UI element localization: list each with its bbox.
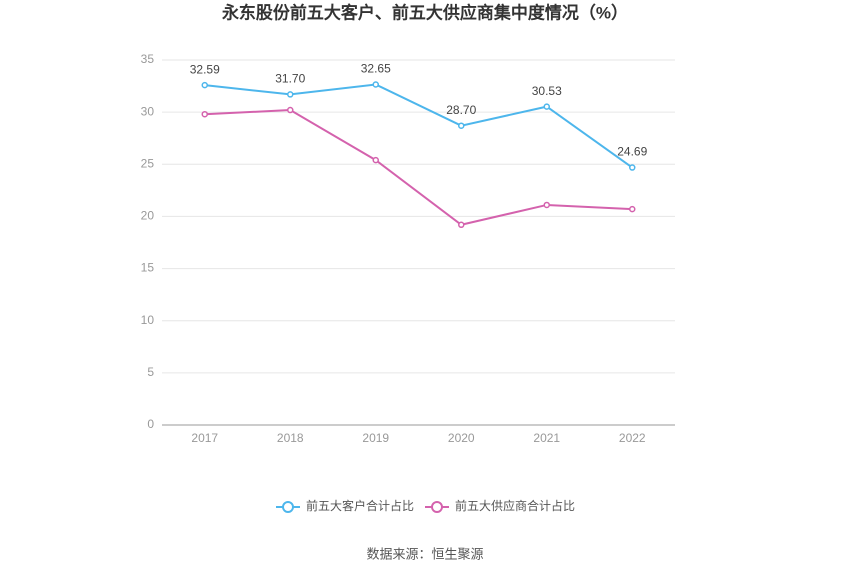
legend-label: 前五大客户合计占比 [306, 498, 414, 513]
data-point [201, 110, 208, 118]
data-point [201, 81, 208, 89]
data-point [372, 81, 379, 88]
y-tick-label: 35 [141, 52, 155, 66]
data-point [287, 106, 294, 114]
legend-marker [282, 501, 294, 513]
data-point [629, 164, 636, 171]
source-note: 数据来源：恒生聚源 [366, 546, 483, 561]
y-tick-label: 30 [141, 104, 155, 118]
data-point [458, 221, 465, 229]
data-label: 30.53 [532, 84, 562, 98]
data-label: 24.69 [617, 145, 647, 159]
data-point [543, 103, 550, 110]
y-tick-label: 25 [141, 156, 155, 170]
data-point [372, 156, 379, 164]
y-tick-label: 10 [141, 313, 155, 327]
x-tick-label: 2022 [619, 431, 646, 445]
data-point [287, 91, 294, 98]
data-label: 28.70 [446, 103, 476, 117]
data-label: 32.65 [361, 62, 391, 76]
x-tick-label: 2020 [448, 431, 475, 445]
x-tick-label: 2017 [191, 431, 218, 445]
series-line [204, 83, 633, 169]
y-tick-label: 20 [141, 209, 155, 223]
y-tick-label: 15 [141, 261, 155, 275]
data-point [543, 201, 550, 209]
data-label: 32.59 [190, 62, 220, 76]
data-label: 31.70 [275, 72, 305, 86]
x-tick-label: 2018 [277, 431, 304, 445]
legend-label: 前五大供应商合计占比 [455, 498, 575, 513]
y-tick-label: 5 [147, 365, 154, 379]
legend-marker [431, 501, 443, 513]
y-tick-label: 0 [147, 417, 154, 431]
chart-title: 永东股份前五大客户、前五大供应商集中度情况（%） [221, 2, 628, 22]
x-tick-label: 2021 [533, 431, 560, 445]
data-point [458, 122, 465, 129]
x-tick-label: 2019 [362, 431, 389, 445]
series-line [204, 109, 633, 226]
data-point [629, 205, 636, 213]
